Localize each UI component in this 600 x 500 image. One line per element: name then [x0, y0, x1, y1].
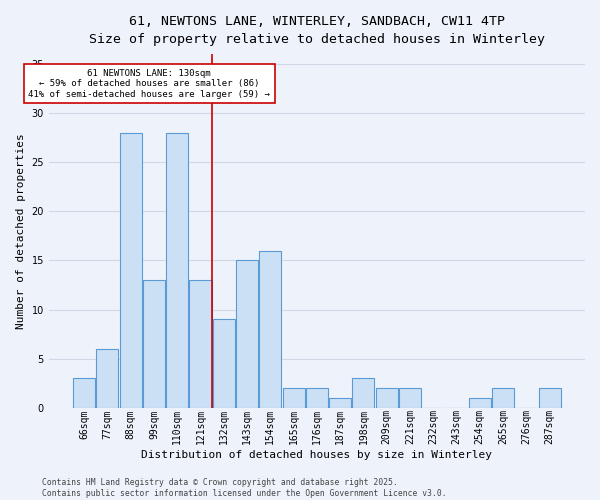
Bar — [469, 398, 491, 408]
Bar — [376, 388, 398, 408]
Bar — [259, 250, 281, 408]
Bar — [236, 260, 258, 408]
Bar — [329, 398, 351, 408]
Bar — [306, 388, 328, 408]
Bar — [399, 388, 421, 408]
Bar — [119, 132, 142, 408]
X-axis label: Distribution of detached houses by size in Winterley: Distribution of detached houses by size … — [142, 450, 493, 460]
Bar — [492, 388, 514, 408]
Bar — [539, 388, 560, 408]
Bar — [73, 378, 95, 408]
Bar — [97, 349, 118, 408]
Y-axis label: Number of detached properties: Number of detached properties — [16, 133, 26, 329]
Text: Contains HM Land Registry data © Crown copyright and database right 2025.
Contai: Contains HM Land Registry data © Crown c… — [42, 478, 446, 498]
Bar — [283, 388, 305, 408]
Text: 61 NEWTONS LANE: 130sqm
← 59% of detached houses are smaller (86)
41% of semi-de: 61 NEWTONS LANE: 130sqm ← 59% of detache… — [28, 69, 270, 98]
Bar — [352, 378, 374, 408]
Bar — [190, 280, 212, 408]
Bar — [166, 132, 188, 408]
Title: 61, NEWTONS LANE, WINTERLEY, SANDBACH, CW11 4TP
Size of property relative to det: 61, NEWTONS LANE, WINTERLEY, SANDBACH, C… — [89, 15, 545, 46]
Bar — [213, 320, 235, 408]
Bar — [143, 280, 165, 408]
